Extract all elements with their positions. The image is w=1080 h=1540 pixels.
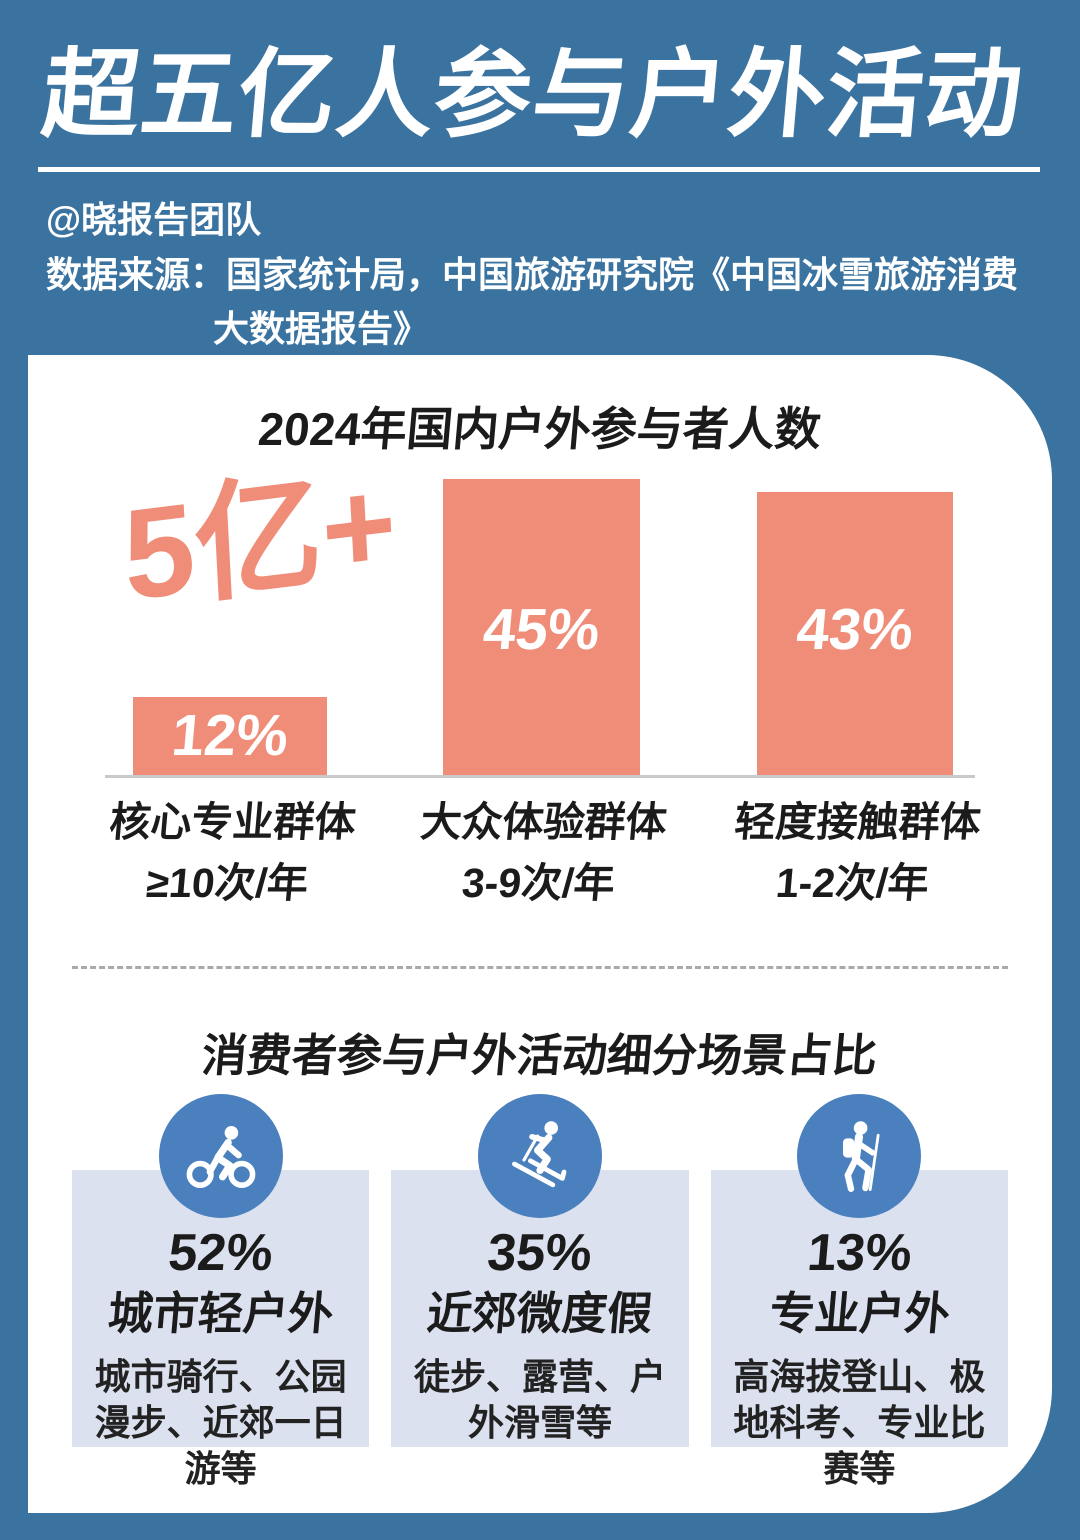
author-byline: @晓报告团队 [46, 199, 262, 240]
category-core-group: 核心专业群体 ≥10次/年 [65, 799, 394, 907]
skier-icon [477, 1094, 602, 1218]
bar-mass-group: 45% [443, 479, 640, 776]
segment-name: 城市轻户外 [105, 1288, 336, 1339]
bar-value-label: 43% [794, 597, 916, 662]
segment-card-suburban: 35% 近郊微度假 徒步、露营、户外滑雪等 [391, 1094, 689, 1447]
segment-percent: 52% [166, 1224, 276, 1282]
category-light-group: 轻度接触群体 1-2次/年 [690, 799, 1019, 907]
bar-chart: 12% 45% 43% [105, 445, 975, 778]
segment-name: 专业户外 [767, 1288, 952, 1339]
segment-cards: 52% 城市轻户外 城市骑行、公园漫步、近郊一日游等 35% 近郊微度假 徒步、… [72, 1094, 1008, 1489]
content-card: 2024年国内户外参与者人数 5亿+ 12% 45% 43% 核心专业群体 ≥1… [28, 355, 1052, 1513]
chart-baseline [105, 775, 975, 778]
bar-value-label: 45% [480, 597, 603, 662]
bar-core-group: 12% [133, 697, 327, 776]
chart-category-labels: 核心专业群体 ≥10次/年 大众体验群体 3-9次/年 轻度接触群体 1-2次/… [105, 799, 983, 930]
data-source-line1: 数据来源：国家统计局，中国旅游研究院《中国冰雪旅游消费 [46, 254, 1019, 295]
segment-description: 城市骑行、公园漫步、近郊一日游等 [94, 1356, 347, 1489]
segment-card-urban: 52% 城市轻户外 城市骑行、公园漫步、近郊一日游等 [72, 1094, 370, 1489]
bar-value-label: 12% [169, 703, 291, 768]
cyclist-icon [158, 1094, 283, 1218]
bar-light-group: 43% [757, 492, 953, 776]
category-label: 轻度接触群体 [732, 799, 983, 845]
segment-percent: 13% [804, 1224, 914, 1282]
segment-name: 近郊微度假 [425, 1288, 655, 1339]
category-mass-group: 大众体验群体 3-9次/年 [376, 799, 705, 907]
page-title: 超五亿人参与户外活动 [37, 40, 1028, 149]
title-divider [38, 167, 1040, 172]
category-label: 核心专业群体 [107, 799, 358, 845]
segment-description: 高海拔登山、极地科考、专业比赛等 [733, 1356, 986, 1489]
dashed-divider [72, 966, 1008, 969]
category-sublabel: ≥10次/年 [144, 860, 311, 907]
segment-percent: 35% [485, 1224, 595, 1282]
category-label: 大众体验群体 [418, 799, 669, 845]
segment-description: 徒步、露营、户外滑雪等 [413, 1356, 666, 1443]
data-source-line2: 大数据报告》 [213, 308, 430, 349]
hiker-icon [797, 1094, 922, 1218]
segment-card-professional: 13% 专业户外 高海拔登山、极地科考、专业比赛等 [710, 1094, 1008, 1489]
segments-title: 消费者参与户外活动细分场景占比 [199, 1030, 880, 1081]
category-sublabel: 3-9次/年 [460, 860, 617, 907]
category-sublabel: 1-2次/年 [774, 860, 931, 907]
